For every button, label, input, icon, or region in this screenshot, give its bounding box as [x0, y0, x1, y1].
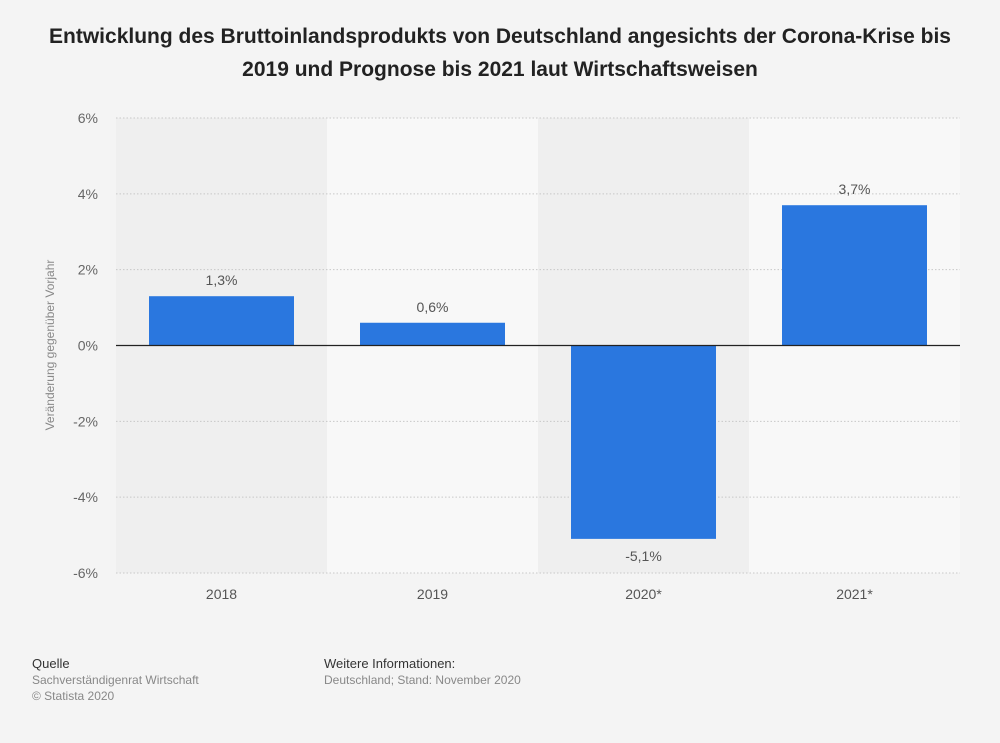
source-block: Quelle Sachverständigenrat Wirtschaft © …: [32, 656, 199, 704]
data-label: 1,3%: [206, 272, 238, 288]
source-heading: Quelle: [32, 656, 70, 671]
y-tick-label: -4%: [73, 489, 98, 505]
data-label: 0,6%: [417, 299, 449, 315]
y-axis-label: Veränderung gegenüber Vorjahr: [43, 260, 57, 431]
gridlines: [116, 117, 960, 574]
y-tick-label: 0%: [78, 338, 98, 354]
bar: [571, 345, 716, 539]
y-tick-label: 4%: [78, 186, 98, 202]
data-label: -5,1%: [625, 548, 662, 564]
y-tick-label: 6%: [78, 110, 98, 126]
bars: [149, 205, 927, 539]
x-axis-ticks: 2018 2019 2020* 2021*: [206, 586, 873, 602]
y-axis-ticks: 6% 4% 2% 0% -2% -4% -6%: [73, 110, 98, 581]
x-tick-label: 2020*: [625, 586, 662, 602]
copyright-text: © Statista 2020: [32, 689, 115, 703]
chart-title: Entwicklung des Bruttoinlandsprodukts vo…: [49, 25, 951, 81]
source-text: Sachverständigenrat Wirtschaft: [32, 673, 199, 687]
y-tick-label: -6%: [73, 565, 98, 581]
bar: [782, 205, 927, 346]
x-tick-label: 2018: [206, 586, 237, 602]
info-text: Deutschland; Stand: November 2020: [324, 673, 521, 687]
x-tick-label: 2021*: [836, 586, 873, 602]
data-label: 3,7%: [839, 181, 871, 197]
bar: [360, 322, 505, 346]
info-heading: Weitere Informationen:: [324, 656, 456, 671]
value-labels: 1,3% 0,6% -5,1% 3,7%: [206, 181, 871, 564]
x-tick-label: 2019: [417, 586, 448, 602]
bar: [149, 296, 294, 346]
y-tick-label: -2%: [73, 413, 98, 429]
info-block: Weitere Informationen: Deutschland; Stan…: [324, 656, 521, 688]
y-tick-label: 2%: [78, 262, 98, 278]
